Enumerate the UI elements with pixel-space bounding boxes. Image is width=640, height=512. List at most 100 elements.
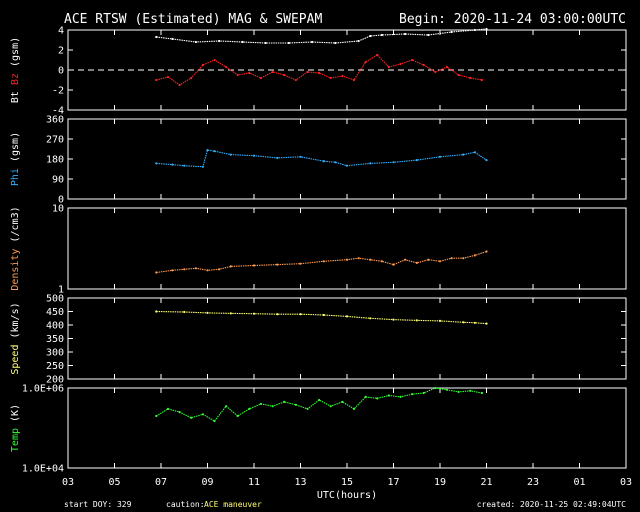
y-tick-label-phi: 180 bbox=[46, 155, 64, 166]
point-temp bbox=[399, 395, 402, 398]
point-phi bbox=[213, 150, 216, 153]
point-bz bbox=[445, 65, 449, 69]
point-bz bbox=[341, 74, 344, 78]
point-phi bbox=[183, 164, 186, 167]
point-bz bbox=[201, 63, 204, 67]
x-tick-label: 05 bbox=[108, 477, 120, 488]
x-tick-label: 03 bbox=[62, 477, 74, 488]
footer-caution-value: ACE maneuver bbox=[204, 500, 262, 509]
x-tick-label: 03 bbox=[620, 477, 632, 488]
point-speed bbox=[369, 317, 372, 320]
point-bz bbox=[155, 78, 158, 82]
point-bz bbox=[166, 75, 170, 79]
point-density bbox=[345, 258, 349, 261]
x-tick-label: 09 bbox=[201, 477, 213, 488]
y-axis-label-density: Density (/cm3) bbox=[10, 206, 21, 290]
point-temp bbox=[236, 414, 239, 418]
point-bz bbox=[283, 73, 286, 77]
y-tick-label-temp: 1.0E+06 bbox=[22, 384, 64, 395]
point-phi bbox=[369, 162, 372, 165]
y-tick-label-speed: 500 bbox=[46, 294, 64, 305]
point-bz bbox=[306, 70, 309, 74]
y-tick-label-mag: -2 bbox=[52, 86, 64, 97]
point-bt bbox=[380, 33, 383, 37]
y-tick-label-speed: 300 bbox=[46, 348, 64, 359]
point-bt bbox=[427, 33, 430, 37]
point-bz bbox=[411, 58, 414, 62]
panel-phi: 0 90 180 270 360 Phi (gsm) bbox=[10, 115, 627, 206]
y-axis-label-speed: Speed (km/s) bbox=[10, 302, 21, 374]
point-bz bbox=[213, 58, 216, 62]
point-phi bbox=[485, 159, 488, 162]
point-speed bbox=[155, 310, 158, 313]
y-tick-label-density: 1 bbox=[58, 285, 64, 296]
point-phi bbox=[415, 159, 418, 162]
footer-created: created: 2020-11-25 02:49:04UTC bbox=[477, 500, 626, 509]
point-density bbox=[427, 258, 430, 261]
point-bz bbox=[352, 78, 356, 82]
x-tick-label: 11 bbox=[248, 477, 260, 488]
point-density bbox=[183, 268, 186, 271]
panel-frame-phi bbox=[67, 118, 627, 200]
point-temp bbox=[213, 419, 216, 423]
point-phi bbox=[473, 151, 476, 154]
point-density bbox=[450, 257, 453, 260]
point-density bbox=[299, 262, 302, 265]
point-temp bbox=[341, 400, 344, 403]
point-bt bbox=[171, 37, 174, 41]
point-temp bbox=[225, 405, 228, 408]
panel-density: 1 10 Density (/cm3) bbox=[10, 204, 627, 296]
point-bt bbox=[311, 40, 314, 44]
point-temp bbox=[178, 411, 181, 414]
point-bt bbox=[404, 32, 407, 36]
y-tick-label-speed: 200 bbox=[46, 375, 64, 386]
point-density bbox=[380, 260, 383, 263]
y-tick-label-mag: 0 bbox=[58, 66, 64, 77]
chart-title: ACE RTSW (Estimated) MAG & SWEPAM bbox=[64, 12, 322, 27]
point-density bbox=[357, 257, 360, 260]
point-temp bbox=[445, 388, 449, 391]
point-bz bbox=[190, 76, 193, 80]
point-bz bbox=[422, 63, 425, 67]
point-bz bbox=[480, 78, 483, 82]
point-bt bbox=[264, 41, 267, 45]
point-bz bbox=[376, 53, 379, 57]
series-speed bbox=[156, 310, 487, 325]
point-density bbox=[369, 258, 372, 261]
point-temp bbox=[283, 400, 286, 403]
point-temp bbox=[306, 407, 309, 410]
point-phi bbox=[392, 161, 395, 164]
x-tick-label: 13 bbox=[294, 477, 306, 488]
point-temp bbox=[259, 402, 263, 405]
point-temp bbox=[190, 416, 193, 419]
point-temp bbox=[469, 389, 472, 392]
point-speed bbox=[415, 319, 418, 322]
footer-start-doy: start DOY: 329 bbox=[64, 500, 132, 509]
point-density bbox=[252, 264, 256, 267]
series-phi bbox=[156, 149, 487, 168]
y-tick-label-speed: 250 bbox=[46, 361, 64, 372]
x-tick-label: 23 bbox=[527, 477, 539, 488]
begin-time: Begin: 2020-11-24 03:00:00UTC bbox=[399, 12, 626, 27]
point-speed bbox=[229, 312, 232, 315]
point-phi bbox=[206, 149, 209, 152]
point-bz bbox=[248, 71, 251, 75]
point-temp bbox=[434, 386, 437, 390]
y-axis-label-mag: Bt Bz (gsm) bbox=[10, 37, 21, 103]
x-axis: 03 05 07 09 11 13 15 17 19 21 23 01 03 bbox=[62, 477, 632, 488]
point-phi bbox=[201, 165, 204, 168]
point-speed bbox=[438, 319, 442, 322]
point-phi bbox=[299, 155, 302, 158]
series-temp bbox=[156, 387, 483, 422]
point-phi bbox=[155, 162, 158, 165]
point-density bbox=[155, 271, 158, 274]
y-tick-label-mag: 4 bbox=[58, 26, 64, 37]
point-phi bbox=[171, 163, 174, 166]
point-temp bbox=[248, 407, 251, 410]
panel-speed: 200 250 300 350 400 450 500 Speed (km/s) bbox=[10, 294, 627, 386]
point-density bbox=[462, 257, 465, 260]
x-tick-label: 07 bbox=[155, 477, 167, 488]
panel-frame-speed bbox=[67, 297, 627, 380]
